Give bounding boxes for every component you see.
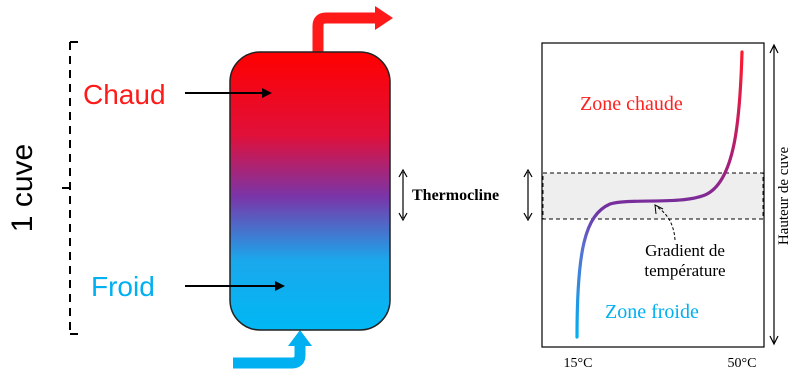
x-tick-50c: 50°C: [728, 356, 757, 371]
tank-bracket: [62, 41, 78, 335]
zone-cold-label: Zone froide: [605, 301, 699, 323]
gradient-label-line2: température: [644, 261, 725, 280]
gradient-label-line1: Gradient de: [645, 241, 725, 260]
thermocline-band: [542, 172, 764, 220]
hot-label: Chaud: [83, 79, 166, 110]
storage-tank: [229, 51, 391, 331]
gradient-pointer-head: [654, 204, 664, 215]
thermocline-marker: [398, 168, 408, 222]
temperature-profile-curve: [575, 50, 744, 339]
height-label: Hauteur de cuve: [776, 147, 792, 246]
thermocline-marker-right: [523, 168, 533, 222]
cold-inlet-pipe: [233, 330, 312, 369]
hot-outlet-pipe: [312, 6, 393, 52]
cold-label: Froid: [91, 271, 155, 302]
x-tick-15c: 15°C: [564, 356, 593, 371]
tank-label: 1 cuve: [6, 144, 39, 232]
height-arrow: [769, 43, 779, 346]
gradient-pointer: [656, 206, 676, 241]
zone-hot-label: Zone chaude: [580, 93, 683, 115]
thermocline-label: Thermocline: [412, 187, 499, 204]
